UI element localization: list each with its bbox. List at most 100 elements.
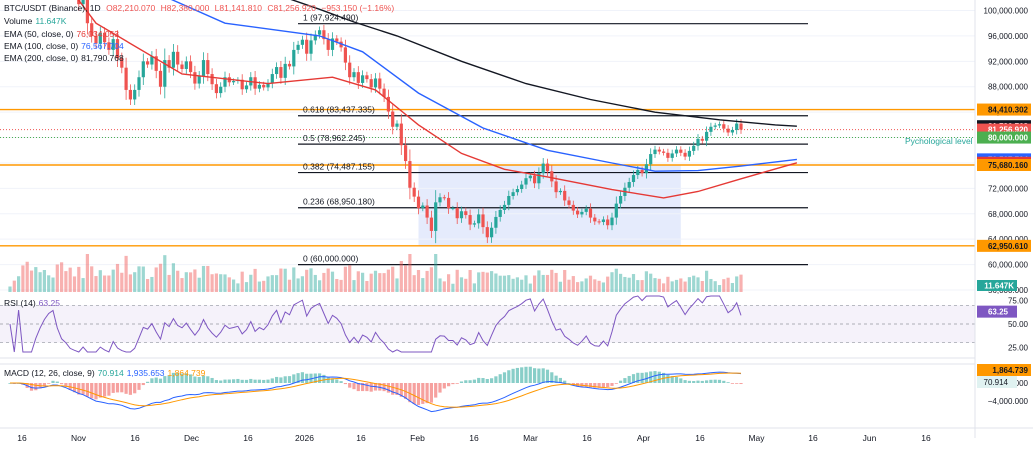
candle-body	[296, 44, 300, 50]
range-zone-layer	[418, 164, 681, 246]
volume-label: Volume	[4, 16, 33, 26]
macd-histogram-bar	[455, 383, 459, 384]
macd-histogram-bar	[206, 376, 210, 383]
macd-histogram-bar	[309, 373, 313, 383]
macd-histogram-bar	[528, 366, 532, 383]
volume-bar	[644, 271, 648, 292]
candle-body	[644, 164, 648, 174]
macd-histogram-bar	[520, 367, 524, 383]
volume-bar	[416, 270, 421, 292]
candle-body	[494, 216, 498, 228]
macd-histogram-bar	[356, 383, 360, 392]
candle-body	[176, 51, 180, 65]
macd-histogram-bar	[167, 375, 171, 383]
volume-bar	[72, 276, 77, 292]
macd-histogram-bar	[502, 372, 507, 383]
volume-bar	[124, 255, 128, 292]
candle-body	[158, 70, 163, 87]
time-tick-label: 16	[469, 433, 479, 443]
volume-bar	[662, 283, 666, 292]
volume-bar	[378, 273, 382, 292]
macd-histogram-bar	[438, 383, 442, 393]
volume-bar	[717, 285, 722, 292]
candle-body	[588, 208, 593, 218]
volume-bar	[206, 265, 210, 292]
macd-histogram-bar	[730, 383, 734, 384]
volume-bar	[490, 271, 494, 292]
candle-body	[206, 60, 210, 75]
macd-histogram-bar	[270, 378, 274, 383]
volume-legend[interactable]: Volume 11.647K	[4, 16, 66, 27]
candle-body	[528, 175, 532, 179]
fib-level-label: 1 (97,924.490)	[303, 13, 358, 23]
macd-histogram-bar	[180, 373, 184, 383]
ema200-legend[interactable]: EMA (200, close, 0) 81,790.768	[4, 53, 124, 64]
macd-pane	[0, 363, 975, 413]
volume-bar	[507, 275, 511, 292]
fib-level-label: 0.382 (74,487.155)	[303, 162, 375, 172]
macd-tick-label: −4,000.000	[988, 397, 1029, 406]
macd-histogram-bar	[335, 379, 339, 383]
candle-body	[674, 149, 679, 154]
macd-histogram-bar	[60, 383, 64, 385]
macd-histogram-bar	[524, 366, 528, 383]
volume-bar	[520, 279, 524, 292]
price-tag	[977, 131, 1031, 144]
time-tick-label: Dec	[184, 433, 200, 443]
candle-body	[180, 64, 184, 69]
candle-body	[533, 175, 537, 184]
volume-bar	[580, 281, 584, 292]
candle-body	[705, 131, 709, 141]
macd-histogram-bar	[163, 376, 167, 383]
macd-histogram-bar	[47, 383, 51, 384]
candle-body	[270, 74, 274, 83]
macd-histogram-bar	[361, 383, 365, 392]
ema50-legend[interactable]: EMA (50, close, 0) 76,034.053	[4, 29, 119, 40]
macd-histogram-bar	[481, 378, 485, 383]
ema100-legend[interactable]: EMA (100, close, 0) 76,567.704	[4, 41, 124, 52]
volume-bar	[296, 278, 300, 292]
macd-histogram-bar	[343, 383, 347, 385]
volume-bar	[451, 283, 455, 292]
volume-bar	[670, 281, 674, 292]
rsi-value: 63.25	[38, 298, 60, 308]
macd-histogram-bar	[120, 383, 124, 393]
candle-body	[386, 96, 390, 112]
candle-body	[524, 178, 528, 185]
volume-bar	[438, 278, 442, 292]
macd-histogram-bar	[593, 383, 597, 388]
candle-body	[395, 123, 399, 127]
macd-histogram-bar	[468, 380, 472, 383]
macd-tick-label: 0.000	[1008, 379, 1029, 388]
macd-histogram-bar	[197, 377, 201, 383]
fib-level-label: 0.618 (83,437.335)	[303, 105, 375, 115]
macd-histogram-bar	[223, 379, 227, 383]
volume-bar	[300, 276, 304, 292]
macd-histogram-bar	[679, 378, 683, 383]
candle-body	[537, 173, 541, 184]
symbol-title[interactable]: BTC/USDT (Binance), 1D	[4, 3, 101, 13]
rsi-legend[interactable]: RSI (14) 63.25	[4, 298, 60, 309]
volume-bar	[133, 272, 137, 292]
candle-body	[451, 208, 455, 210]
candle-body	[459, 211, 464, 219]
macd-histogram-bar	[700, 380, 704, 383]
macd-histogram-bar	[683, 380, 687, 383]
macd-histogram-bar	[558, 377, 562, 383]
candle-body	[739, 123, 743, 130]
candle-body	[666, 152, 670, 158]
price-tag	[977, 158, 1031, 171]
macd-histogram-bar	[614, 383, 618, 384]
candle-body	[287, 63, 292, 67]
volume-bar	[447, 274, 451, 292]
candle-body	[662, 151, 666, 153]
volume-bar	[601, 282, 605, 292]
macd-histogram-bar	[369, 383, 373, 392]
volume-bar	[726, 277, 730, 292]
macd-legend[interactable]: MACD (12, 26, close, 9) 70.914 1,935.653 1,…	[4, 368, 205, 379]
volume-bar	[171, 263, 175, 292]
candle-body	[687, 150, 691, 157]
macd-histogram-bar	[606, 383, 610, 388]
macd-histogram-bar	[94, 383, 98, 400]
range-zone	[418, 164, 681, 246]
